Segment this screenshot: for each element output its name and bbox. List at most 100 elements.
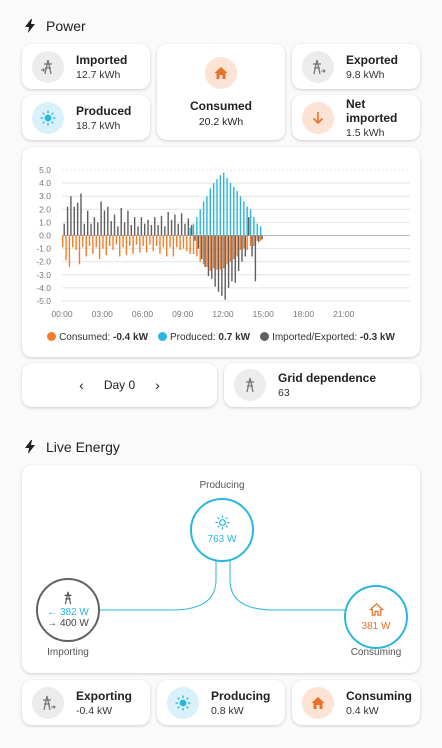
bar-imported-exported (247, 217, 250, 236)
bar-consumed (186, 235, 188, 252)
bar-produced (239, 196, 242, 236)
bar-consumed (179, 235, 181, 250)
net-imported-value: 1.5 kWh (346, 126, 385, 139)
bar-imported-exported (120, 207, 122, 236)
produced-tile[interactable]: Produced 18.7 kWh (22, 95, 150, 140)
producing-node[interactable]: 763 W (190, 498, 254, 562)
transmission-tower-export-icon (32, 686, 64, 719)
grid-dependence-tile[interactable]: Grid dependence 63 (224, 363, 420, 407)
bar-imported-exported (110, 221, 112, 236)
chart-legend: Consumed: -0.4 kW Produced: 0.7 kW Impor… (22, 332, 420, 343)
y-tick-label: -1.0 (36, 244, 51, 254)
bar-imported-exported (83, 223, 86, 236)
bar-consumed (189, 235, 191, 254)
bar-imported-exported (190, 225, 193, 236)
imported-tile[interactable]: Imported 12.7 kWh (22, 44, 150, 89)
bar-imported-exported (93, 217, 96, 236)
bar-imported-exported (130, 225, 133, 236)
consuming-node[interactable]: 381 W (344, 585, 408, 649)
exporting-label: Exporting (76, 688, 132, 703)
bar-produced (206, 196, 208, 236)
energy-flow-lines (100, 557, 346, 611)
bar-produced (212, 183, 215, 236)
y-tick-label: 4.0 (39, 178, 51, 188)
bar-consumed (119, 235, 121, 257)
bar-imported-exported (137, 226, 139, 236)
bar-consumed (202, 235, 205, 265)
bar-imported-exported (80, 193, 82, 236)
bar-consumed (152, 235, 154, 252)
bar-imported-exported (160, 215, 163, 236)
bar-consumed (108, 235, 111, 246)
bar-imported-exported (117, 226, 119, 236)
energy-flow-card: Producing 763 W ← 382 W → 400 W Importin… (22, 465, 420, 673)
consumed-label: Consumed (189, 98, 252, 113)
bar-consumed (92, 235, 94, 254)
imported-value: 12.7 kWh (76, 68, 121, 81)
legend-consumed[interactable]: Consumed: -0.4 kW (47, 332, 148, 343)
bar-consumed (159, 235, 161, 254)
bar-imported-exported (174, 214, 176, 236)
grid-import-value: ← 382 W (47, 607, 89, 618)
x-tick-label: 12:00 (212, 309, 234, 319)
bar-imported-exported (187, 218, 190, 236)
transmission-tower-icon (64, 591, 72, 605)
producing-label: Producing (211, 688, 271, 703)
bar-imported-exported (201, 235, 203, 260)
bar-imported-exported (231, 235, 233, 282)
bar-consumed (135, 235, 138, 245)
bar-imported-exported (140, 217, 143, 236)
bar-consumed (115, 235, 118, 245)
bar-consumed (132, 235, 134, 254)
consuming-tile-value: 0.4 kW (346, 704, 379, 717)
bar-consumed (209, 235, 211, 271)
bar-consumed (219, 235, 222, 270)
x-tick-label: 09:00 (172, 309, 194, 319)
chevron-right-icon[interactable]: › (155, 377, 160, 393)
bar-consumed (68, 235, 71, 267)
bar-consumed (98, 235, 101, 260)
bar-imported-exported (261, 235, 263, 240)
bar-consumed (169, 235, 171, 248)
bar-consumed (216, 235, 218, 270)
consuming-tile[interactable]: Consuming 0.4 kW (292, 680, 420, 725)
bar-produced (216, 179, 218, 236)
importing-node-label: Importing (47, 647, 89, 658)
bar-imported-exported (204, 235, 206, 267)
power-chart[interactable]: 5.0 4.0 3.0 2.0 1.0 0.0 -1.0 -2.0 -3.0 -4.0 -5.000… (22, 147, 420, 327)
bar-consumed (229, 235, 232, 262)
bar-produced (199, 209, 201, 236)
exporting-tile[interactable]: Exporting -0.4 kW (22, 680, 150, 725)
bar-consumed (223, 235, 225, 269)
bar-imported-exported (211, 235, 213, 279)
net-imported-tile[interactable]: Net imported 1.5 kWh (292, 95, 420, 140)
produced-value: 18.7 kWh (76, 119, 121, 132)
legend-produced[interactable]: Produced: 0.7 kW (158, 332, 250, 343)
bar-produced (189, 227, 191, 236)
bar-consumed (162, 235, 165, 248)
y-tick-label: 5.0 (39, 165, 51, 175)
lightning-icon (25, 19, 35, 33)
transmission-tower-export-icon (302, 50, 334, 83)
producing-tile[interactable]: Producing 0.8 kW (157, 680, 285, 725)
y-tick-label: -4.0 (36, 283, 51, 293)
bar-consumed (259, 235, 262, 241)
exported-tile[interactable]: Exported 9.8 kWh (292, 44, 420, 89)
bar-imported-exported (123, 222, 126, 236)
home-icon (205, 56, 237, 89)
solar-power-icon (167, 686, 199, 719)
bar-consumed (199, 235, 201, 262)
bar-consumed (226, 235, 228, 265)
home-icon (302, 686, 334, 719)
legend-grid[interactable]: Imported/Exported: -0.3 kW (260, 332, 395, 343)
consumed-tile[interactable]: Consumed 20.2 kWh (157, 44, 285, 140)
day-label: Day 0 (103, 378, 136, 392)
bar-consumed (65, 235, 67, 261)
exported-label: Exported (346, 52, 399, 67)
day-selector: ‹ Day 0 › (22, 363, 217, 407)
consuming-value: 381 W (361, 621, 391, 632)
chevron-left-icon[interactable]: ‹ (79, 377, 84, 393)
bar-imported-exported (147, 219, 149, 236)
bar-produced (229, 183, 232, 236)
grid-node[interactable]: ← 382 W → 400 W (36, 578, 100, 642)
